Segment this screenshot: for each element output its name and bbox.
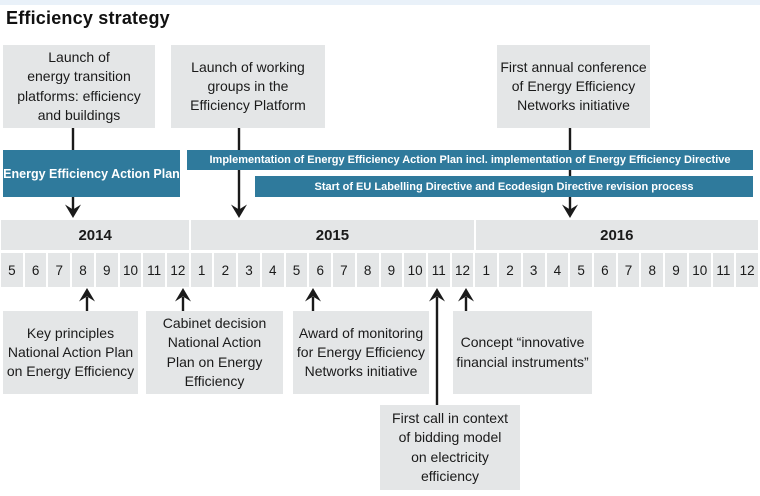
month-cell: 4 xyxy=(546,253,569,287)
event-box-cabinet-decision: Cabinet decision National Action Plan on… xyxy=(146,311,283,394)
year-band: 2014 2015 2016 xyxy=(1,220,758,250)
month-cell: 6 xyxy=(593,253,616,287)
month-cell: 12 xyxy=(736,253,758,287)
bar-label: Start of EU Labelling Directive and Ecod… xyxy=(314,180,694,193)
up-arrow-key-principles xyxy=(79,288,95,311)
month-cell: 5 xyxy=(285,253,308,287)
event-label: Award of monitoring for Energy Efficienc… xyxy=(296,324,426,380)
event-box-energy-transition-platforms: Launch of energy transition platforms: e… xyxy=(3,45,155,128)
month-cell: 5 xyxy=(1,253,23,287)
event-label: First annual conference of Energy Effici… xyxy=(500,58,647,114)
month-band: 5 6 7 8 9 10 11 12 1 2 3 4 5 6 7 8 9 10 11 12 1 2 3 4 5 6 7 8 9 10 11 1… xyxy=(1,253,758,287)
month-cell: 9 xyxy=(665,253,687,287)
event-label: Launch of working groups in the Efficien… xyxy=(190,58,306,114)
bar-label: Implementation of Energy Efficiency Acti… xyxy=(209,154,731,166)
month-cell: 8 xyxy=(356,253,379,287)
event-label: Key principles National Action Plan on E… xyxy=(6,324,135,380)
year-segment-2016: 2016 xyxy=(475,220,758,250)
month-cell: 6 xyxy=(309,253,332,287)
month-cell: 7 xyxy=(333,253,355,287)
month-cell: 8 xyxy=(641,253,664,287)
month-cell: 2 xyxy=(499,253,521,287)
month-cell: 10 xyxy=(688,253,711,287)
event-box-annual-conference: First annual conference of Energy Effici… xyxy=(497,45,650,128)
month-cell: 11 xyxy=(143,253,166,287)
month-cell: 10 xyxy=(119,253,142,287)
month-cell: 2 xyxy=(214,253,237,287)
bar-labelling-ecodesign-directive: Start of EU Labelling Directive and Ecod… xyxy=(255,176,753,197)
event-box-award-monitoring: Award of monitoring for Energy Efficienc… xyxy=(293,311,429,394)
month-cell: 9 xyxy=(380,253,403,287)
event-label: Concept “innovative financial instrument… xyxy=(456,334,589,370)
event-label: First call in context of bidding model o… xyxy=(392,409,508,484)
year-segment-2015: 2015 xyxy=(191,220,474,250)
month-cell: 6 xyxy=(24,253,47,287)
month-cell: 9 xyxy=(95,253,118,287)
year-segment-2014: 2014 xyxy=(1,220,190,250)
up-arrow-award-monitoring xyxy=(305,288,321,311)
month-cell: 11 xyxy=(427,253,450,287)
month-cell: 7 xyxy=(48,253,71,287)
month-cell: 1 xyxy=(190,253,213,287)
event-box-financial-instruments: Concept “innovative financial instrument… xyxy=(453,311,592,394)
event-box-working-groups: Launch of working groups in the Efficien… xyxy=(171,45,325,128)
up-arrow-cabinet-decision xyxy=(175,288,191,311)
down-arrow-working-groups xyxy=(231,128,247,218)
month-cell: 4 xyxy=(261,253,284,287)
month-cell: 3 xyxy=(522,253,545,287)
event-label: Cabinet decision National Action Plan on… xyxy=(162,314,267,389)
month-cell: 5 xyxy=(570,253,592,287)
month-cell: 8 xyxy=(72,253,94,287)
event-box-key-principles: Key principles National Action Plan on E… xyxy=(3,311,138,394)
bar-energy-efficiency-action-plan: Energy Efficiency Action Plan xyxy=(3,150,180,197)
page-title: Efficiency strategy xyxy=(6,8,170,28)
month-cell: 12 xyxy=(451,253,474,287)
month-cell: 1 xyxy=(475,253,498,287)
month-cell: 11 xyxy=(712,253,735,287)
month-cell: 3 xyxy=(238,253,260,287)
bar-implementation-action-plan: Implementation of Energy Efficiency Acti… xyxy=(187,150,753,170)
bar-label: Energy Efficiency Action Plan xyxy=(3,166,180,181)
month-cell: 12 xyxy=(167,253,189,287)
up-arrow-first-call xyxy=(429,288,445,405)
month-cell: 10 xyxy=(404,253,426,287)
top-strip xyxy=(0,0,760,5)
event-box-first-call-bidding-model: First call in context of bidding model o… xyxy=(380,405,520,490)
up-arrow-financial-instruments xyxy=(458,288,474,311)
down-arrow-annual-conference xyxy=(562,128,578,218)
event-label: Launch of energy transition platforms: e… xyxy=(17,48,141,123)
month-cell: 7 xyxy=(617,253,640,287)
